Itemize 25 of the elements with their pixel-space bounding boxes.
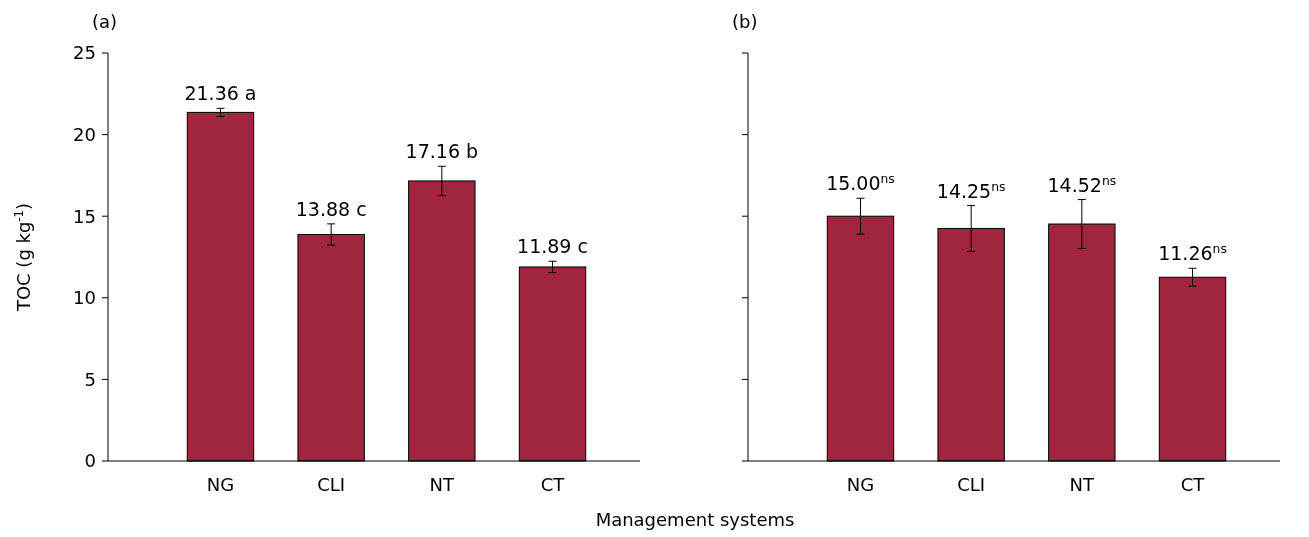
y-tick-label: 0: [84, 450, 96, 472]
y-tick-label: 5: [84, 368, 96, 390]
y-tick-label: 15: [73, 205, 96, 227]
x-tick-label: CLI: [317, 474, 346, 495]
y-tick-label: 10: [73, 287, 96, 309]
data-label: 13.88 c: [295, 197, 367, 220]
x-axis-title: Management systems: [595, 509, 795, 530]
x-tick-label: CLI: [957, 474, 986, 495]
chart-title: (b): [732, 11, 758, 32]
data-label: 11.89 c: [517, 235, 588, 258]
x-tick-label: NG: [846, 474, 875, 495]
data-label: 14.52$^{ns}$: [1047, 173, 1117, 196]
x-tick-label: CT: [540, 474, 566, 495]
chart-title: (a): [92, 11, 118, 32]
x-tick-label: CT: [1180, 474, 1206, 495]
data-label: 14.25$^{ns}$: [936, 179, 1006, 202]
data-label: 17.16 b: [405, 140, 479, 163]
data-label: 21.36 a: [184, 82, 257, 105]
x-tick-label: NG: [206, 474, 235, 495]
x-tick-label: NT: [1069, 474, 1096, 495]
data-label: 11.26$^{ns}$: [1158, 242, 1227, 265]
x-tick-label: NT: [429, 474, 456, 495]
y-tick-label: 20: [73, 123, 96, 145]
data-label: 15.00$^{ns}$: [826, 172, 895, 195]
y-tick-label: 25: [73, 42, 96, 64]
